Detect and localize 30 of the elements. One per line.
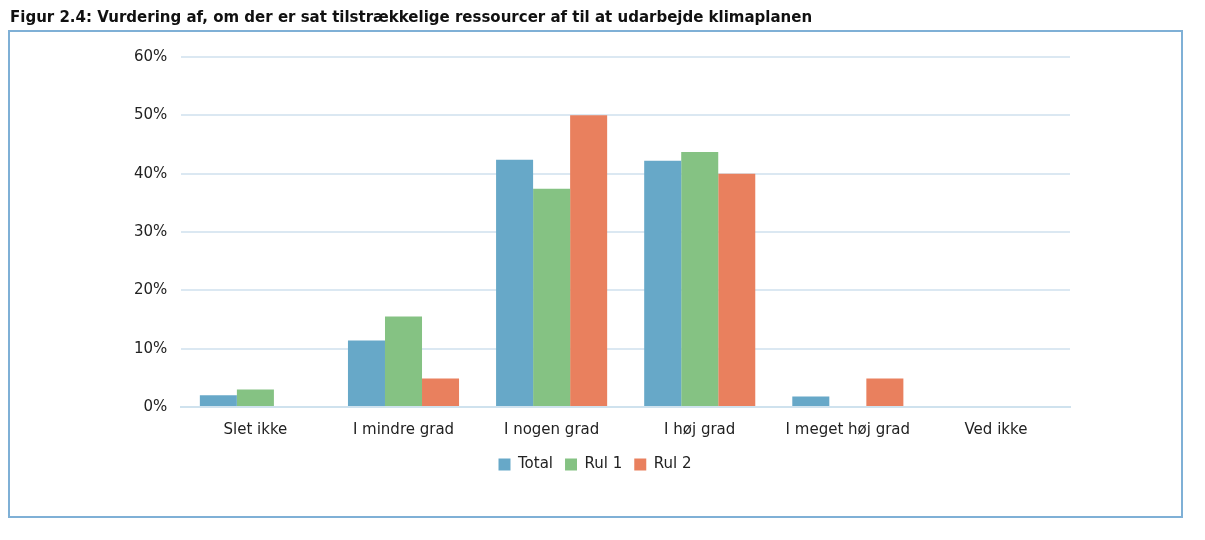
bar [792,396,830,406]
bar [496,159,534,406]
chart-title: Figur 2.4: Vurdering af, om der er sat tilstrækkelige ressourcer af til at udarbejde klimaplanen [9,8,814,28]
legend-label: Total [517,454,554,473]
bar [384,316,423,406]
bar [236,389,274,406]
bar [570,115,608,406]
y-tick-label: 40% [134,163,168,182]
bar [533,188,571,406]
y-tick-label: 20% [134,280,168,299]
bar [422,378,460,406]
x-tick-label: Ved ikke [964,419,1028,438]
bar [644,160,682,406]
y-tick-label: 50% [134,105,168,124]
y-tick-label: 60% [134,46,168,65]
bar [866,378,904,406]
bar [718,173,756,406]
y-tick-label: 0% [143,396,168,415]
x-tick-label: I nogen grad [503,419,600,438]
x-tick-label: Slet ikke [223,419,288,438]
bar [681,152,719,406]
bar [347,340,385,406]
y-tick-label: 10% [134,338,168,357]
x-tick-label: I høj grad [664,419,736,438]
x-tick-label: I mindre grad [352,419,455,438]
x-tick-label: I meget høj grad [785,419,911,438]
legend-label: Rul 1 [584,454,623,473]
bar [199,395,237,406]
legend-label: Rul 2 [653,454,692,473]
y-tick-label: 30% [134,221,168,240]
